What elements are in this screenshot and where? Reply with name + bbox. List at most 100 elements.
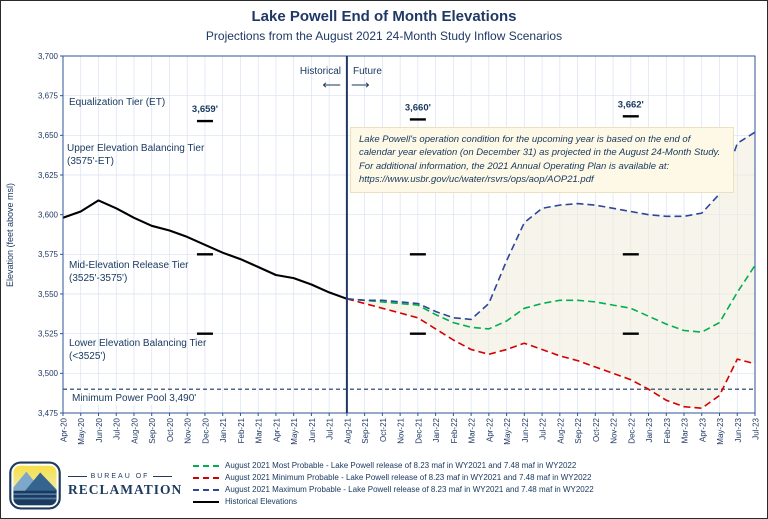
x-tick-label: Mar-22 [468,417,477,443]
x-tick-label: Jun-23 [734,417,743,442]
y-tick-label: 3,600 [38,210,59,219]
et-value-label: 3,662' [618,99,644,110]
series-most-line [346,264,756,333]
legend-item: Historical Elevations [193,496,594,507]
x-tick-label: Feb-21 [237,417,246,443]
legend-swatch [193,500,219,503]
x-tick-label: Feb-23 [663,417,672,443]
x-tick-label: Sep-22 [574,417,583,443]
arrow-left-icon: ⟵ [322,77,341,92]
mid-release-tier-label: Mid-Elevation Release Tier (3525'-3575') [69,259,189,285]
usbr-logo: BUREAU OF RECLAMATION [9,461,183,510]
chart-subtitle: Projections from the August 2021 24-Mont… [205,29,563,43]
x-tick-label: Apr-20 [60,417,69,442]
series-min-line [346,298,756,409]
legend: August 2021 Most Probable - Lake Powell … [193,460,594,507]
x-tick-label: Aug-22 [556,417,565,443]
et-value-label: 3,659' [192,104,218,115]
x-tick-label: Jan-22 [432,417,441,442]
x-tick-label: Sep-20 [148,417,157,443]
x-tick-label: May-23 [716,417,725,444]
x-tick-label: Jul-22 [539,417,548,439]
x-tick-label: Aug-21 [343,417,352,443]
x-tick-label: Apr-23 [698,417,707,442]
legend-item: August 2021 Most Probable - Lake Powell … [193,460,594,471]
historical-period-label: Historical [299,66,341,77]
y-tick-label: 3,475 [38,409,59,418]
x-tick-label: Jun-21 [308,417,317,442]
mid-release-tier-line2: (3525'-3575') [69,273,128,284]
x-tick-label: Dec-22 [627,417,636,443]
usbr-logo-reclamation: RECLAMATION [68,482,183,497]
x-tick-label: Mar-21 [255,417,264,443]
x-tick-label: Apr-22 [485,417,494,442]
operation-note-url: https://www.usbr.gov/uc/water/rsvrs/ops/… [359,174,594,186]
y-tick-label: 3,550 [38,290,59,299]
y-tick-label: 3,500 [38,369,59,378]
x-tick-label: Oct-20 [166,417,175,442]
series-historical-line [62,199,348,300]
future-period-label: Future [353,66,382,77]
legend-swatch [193,464,219,467]
y-tick-label: 3,525 [38,329,59,338]
upper-balancing-tier-line1: Upper Elevation Balancing Tier [67,143,205,154]
legend-swatch [193,488,219,491]
legend-label: August 2021 Most Probable - Lake Powell … [225,461,577,470]
lower-balancing-tier-line1: Lower Elevation Balancing Tier [69,338,207,349]
x-tick-label: Sep-21 [361,417,370,443]
y-tick-label: 3,625 [38,171,59,180]
operation-note-box: Lake Powell's operation condition for th… [350,127,734,193]
upper-balancing-tier-line2: (3575'-ET) [67,156,114,167]
x-tick-label: May-20 [77,417,86,444]
mid-release-tier-line1: Mid-Elevation Release Tier [69,260,189,271]
x-tick-label: Dec-20 [201,417,210,443]
legend-label: August 2021 Maximum Probable - Lake Powe… [225,485,594,494]
x-tick-label: Jun-22 [521,417,530,442]
chart-title: Lake Powell End of Month Elevations [251,8,517,25]
x-tick-label: Feb-22 [450,417,459,443]
y-axis-label: Elevation (feet above msl) [5,182,15,288]
plot-border [62,55,756,414]
x-tick-label: Oct-22 [592,417,601,442]
legend-item: August 2021 Minimum Probable - Lake Powe… [193,472,594,483]
equalization-tier-label: Equalization Tier (ET) [69,97,166,108]
y-tick-label: 3,675 [38,91,59,100]
upper-balancing-tier-label: Upper Elevation Balancing Tier (3575'-ET… [67,142,204,168]
et-value-label: 3,660' [405,102,431,113]
x-tick-label: Oct-21 [379,417,388,442]
y-tick-label: 3,575 [38,250,59,259]
x-tick-label: Aug-20 [130,417,139,443]
x-tick-label: May-21 [290,417,299,444]
usbr-logo-emblem [9,461,61,510]
y-tick-label: 3,700 [38,52,59,61]
x-tick-label: Mar-23 [681,417,690,443]
lower-balancing-tier-line2: (<3525') [69,351,106,362]
x-tick-label: Nov-20 [184,417,193,443]
series-max-line [346,131,756,321]
x-tick-label: May-22 [503,417,512,444]
legend-label: Historical Elevations [225,497,298,506]
x-tick-label: Jan-21 [219,417,228,442]
x-tick-label: Apr-21 [272,417,281,442]
x-tick-label: Jan-23 [645,417,654,442]
x-tick-label: Jul-23 [752,417,761,439]
x-tick-label: Nov-22 [610,417,619,443]
legend-swatch [193,476,219,479]
arrow-right-icon: ⟶ [351,77,370,92]
usbr-logo-text: BUREAU OF RECLAMATION [68,473,183,498]
x-tick-label: Nov-21 [397,417,406,443]
usbr-logo-bureau-of: BUREAU OF [68,473,172,480]
y-tick-label: 3,650 [38,131,59,140]
projection-envelope [346,132,755,409]
legend-label: August 2021 Minimum Probable - Lake Powe… [225,473,592,482]
x-tick-label: Jun-20 [95,417,104,442]
x-tick-label: Jul-21 [326,417,335,439]
lower-balancing-tier-label: Lower Elevation Balancing Tier (<3525') [69,337,206,363]
x-tick-label: Dec-21 [414,417,423,443]
minimum-power-pool-label: Minimum Power Pool 3,490' [69,392,200,405]
x-tick-label: Jul-20 [113,417,122,439]
legend-item: August 2021 Maximum Probable - Lake Powe… [193,484,594,495]
operation-note-text: Lake Powell's operation condition for th… [359,134,721,172]
